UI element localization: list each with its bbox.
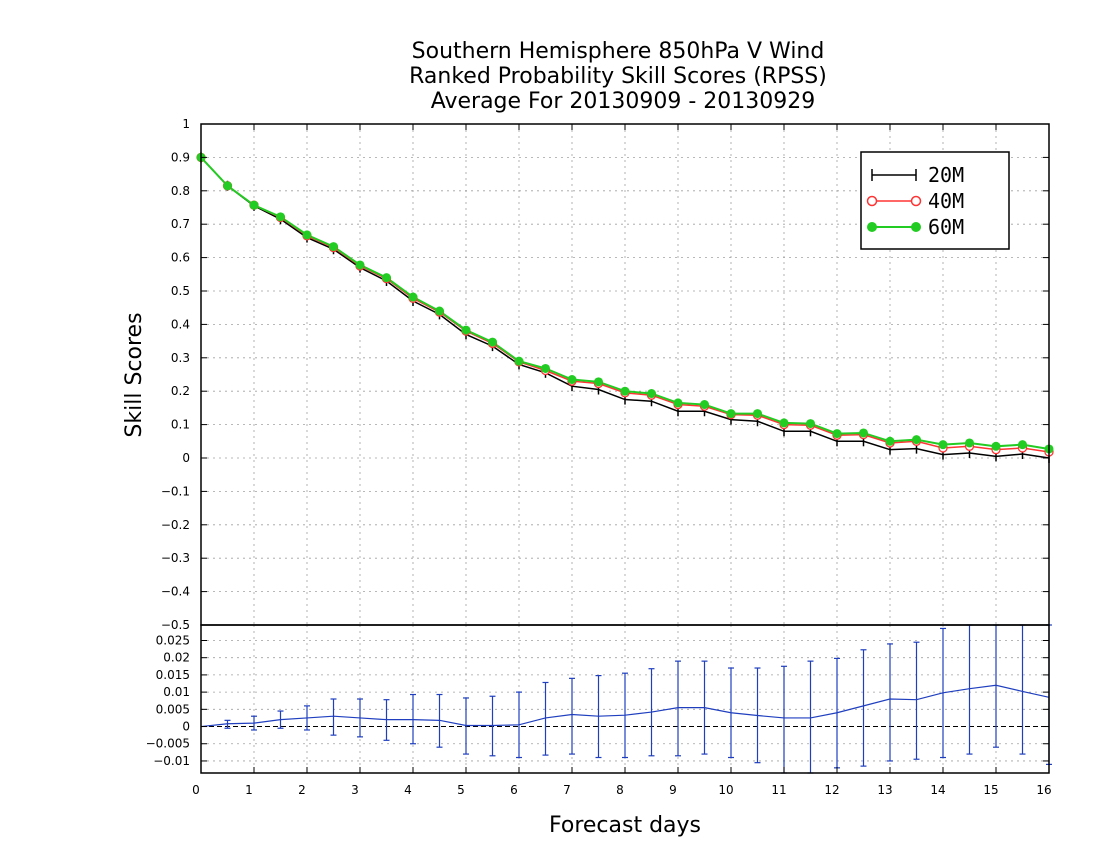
top-y-tick-label: −0.1 bbox=[161, 484, 190, 498]
legend: 20M 40M 60M bbox=[860, 151, 1010, 250]
data-point-60m bbox=[567, 375, 577, 385]
data-point-60m bbox=[594, 377, 603, 387]
chart-title-line-2: Ranked Probability Skill Scores (RPSS) bbox=[409, 64, 827, 89]
difference-mean-line bbox=[200, 684, 1050, 728]
data-point-60m bbox=[329, 242, 338, 252]
top-y-tick-label: 0.5 bbox=[171, 284, 190, 298]
data-point-60m bbox=[541, 363, 550, 373]
top-y-tick-label: 0.7 bbox=[171, 217, 190, 231]
bottom-y-tick-label: 0.015 bbox=[156, 668, 190, 682]
y-axis-label: Skill Scores bbox=[122, 312, 147, 437]
chart-title-line-3: Average For 20130909 - 20130929 bbox=[431, 89, 816, 114]
top-y-tick-label: −0.5 bbox=[161, 618, 190, 632]
data-point-60m bbox=[647, 389, 656, 399]
top-y-tick-label: 1 bbox=[182, 117, 190, 131]
top-y-tick-label: 0.2 bbox=[171, 384, 190, 398]
x-tick-label: 12 bbox=[824, 783, 839, 797]
x-tick-label: 8 bbox=[616, 783, 624, 797]
x-tick-label: 7 bbox=[563, 783, 571, 797]
data-point-60m bbox=[408, 292, 418, 302]
top-y-tick-label: 0.4 bbox=[171, 317, 190, 331]
data-point-60m bbox=[859, 428, 868, 438]
data-point-60m bbox=[832, 429, 842, 439]
legend-label-20m: 20M bbox=[928, 163, 964, 187]
legend-label-60m: 60M bbox=[928, 215, 964, 239]
x-axis-label: Forecast days bbox=[549, 813, 701, 838]
top-y-tick-label: −0.3 bbox=[161, 551, 190, 565]
data-point-60m bbox=[461, 325, 471, 335]
data-point-60m bbox=[382, 273, 391, 283]
top-y-tick-label: 0.6 bbox=[171, 251, 190, 265]
top-y-tick-label: 0.9 bbox=[171, 150, 190, 164]
data-point-60m bbox=[1018, 440, 1027, 450]
x-tick-label: 4 bbox=[404, 783, 412, 797]
x-tick-label: 5 bbox=[457, 783, 465, 797]
top-y-tick-label: −0.4 bbox=[161, 585, 190, 599]
bottom-y-tick-label: 0.025 bbox=[156, 633, 190, 647]
x-tick-label: 9 bbox=[669, 783, 677, 797]
x-tick-label: 10 bbox=[718, 783, 733, 797]
x-tick-label: 15 bbox=[983, 783, 998, 797]
bottom-y-axis: 0.025 0.02 0.015 0.01 0.005 0 −0.005 −0.01 bbox=[146, 633, 1049, 768]
legend-marker-60m bbox=[867, 222, 877, 232]
data-point-60m bbox=[435, 306, 444, 316]
top-panel-series bbox=[196, 152, 1054, 463]
bottom-y-tick-label: −0.01 bbox=[153, 754, 190, 768]
bottom-y-tick-label: 0.005 bbox=[156, 702, 190, 716]
data-point-60m bbox=[885, 436, 895, 446]
top-y-tick-label: 0.1 bbox=[171, 418, 190, 432]
data-point-60m bbox=[912, 435, 921, 445]
legend-label-40m: 40M bbox=[928, 189, 964, 213]
x-tick-label: 11 bbox=[771, 783, 786, 797]
data-point-60m bbox=[965, 438, 974, 448]
data-point-60m bbox=[700, 400, 709, 410]
bottom-y-tick-label: −0.005 bbox=[146, 737, 190, 751]
legend-marker-40m bbox=[910, 195, 922, 207]
data-point-60m bbox=[753, 409, 762, 419]
chart-title-line-1: Southern Hemisphere 850hPa V Wind bbox=[412, 39, 825, 64]
x-tick-label: 1 bbox=[245, 783, 253, 797]
top-y-tick-label: 0.8 bbox=[171, 184, 190, 198]
data-point-60m bbox=[779, 418, 789, 428]
top-y-axis: 1 0.9 0.8 0.7 0.6 0.5 0.4 0.3 0.2 0.1 0 −0.1 −0.2 −0.… bbox=[161, 117, 1049, 632]
data-point-60m bbox=[620, 386, 630, 396]
bottom-y-tick-label: 0.02 bbox=[163, 651, 190, 665]
data-point-60m bbox=[726, 409, 736, 419]
x-tick-label: 6 bbox=[510, 783, 518, 797]
x-tick-label: 14 bbox=[930, 783, 945, 797]
data-point-60m bbox=[488, 337, 497, 347]
x-tick-label: 3 bbox=[351, 783, 359, 797]
bottom-y-tick-label: 0 bbox=[182, 720, 190, 734]
bottom-panel-series bbox=[200, 624, 1052, 774]
x-tick-label: 2 bbox=[298, 783, 306, 797]
data-point-60m bbox=[276, 212, 285, 222]
x-tick-label: 13 bbox=[877, 783, 892, 797]
legend-marker-60m bbox=[911, 222, 921, 232]
data-point-60m bbox=[673, 398, 683, 408]
data-point-60m bbox=[355, 260, 365, 270]
data-point-60m bbox=[302, 230, 312, 240]
legend-marker-40m bbox=[866, 195, 878, 207]
data-point-60m bbox=[223, 181, 232, 191]
data-point-60m bbox=[249, 200, 259, 210]
bottom-y-tick-label: 0.01 bbox=[163, 685, 190, 699]
top-y-tick-label: −0.2 bbox=[161, 518, 190, 532]
x-tick-label: 16 bbox=[1036, 783, 1051, 797]
top-y-tick-label: 0.3 bbox=[171, 351, 190, 365]
data-point-60m bbox=[991, 441, 1001, 451]
data-point-60m bbox=[938, 440, 948, 450]
x-axis: 0 1 2 3 4 5 6 7 8 9 10 11 12 13 14 15 16 bbox=[192, 124, 1052, 797]
legend-marker-20m bbox=[871, 169, 917, 181]
data-point-60m bbox=[514, 356, 524, 366]
data-point-60m bbox=[806, 419, 815, 429]
x-tick-label: 0 bbox=[192, 783, 200, 797]
top-y-tick-label: 0 bbox=[182, 451, 190, 465]
